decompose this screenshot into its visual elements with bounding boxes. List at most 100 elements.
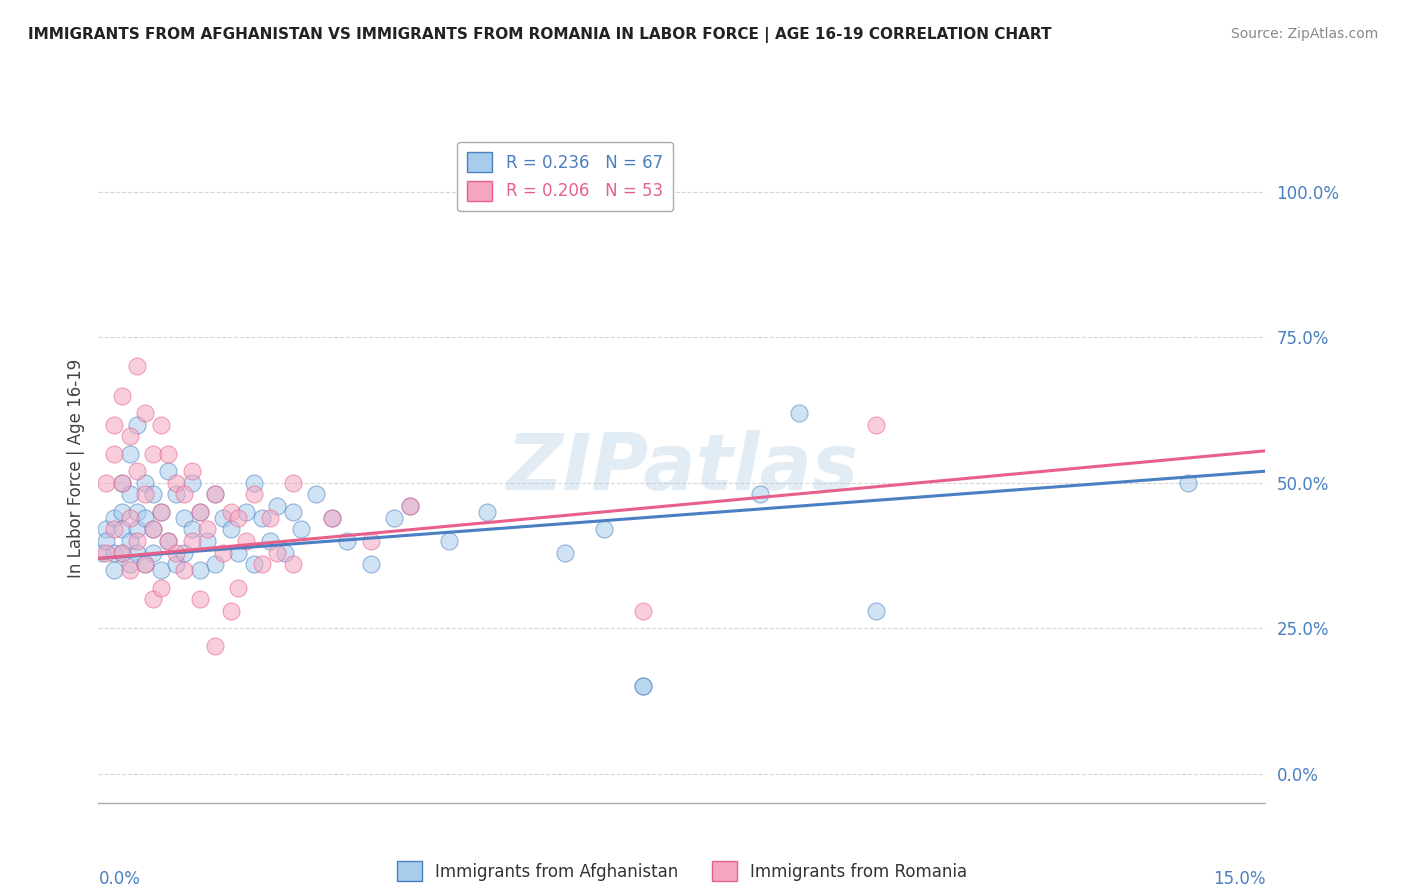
- Point: [398, 499, 420, 513]
- Y-axis label: In Labor Force | Age 16-19: In Labor Force | Age 16-19: [66, 359, 84, 578]
- Point: [134, 406, 156, 420]
- Point: [266, 499, 288, 513]
- Point: [250, 558, 273, 572]
- Point: [180, 475, 202, 490]
- Point: [398, 499, 420, 513]
- Point: [165, 558, 187, 572]
- Point: [321, 510, 343, 524]
- Point: [149, 505, 172, 519]
- Point: [554, 546, 576, 560]
- Point: [127, 522, 149, 536]
- Point: [111, 522, 134, 536]
- Point: [134, 487, 156, 501]
- Point: [165, 546, 187, 560]
- Point: [477, 505, 499, 519]
- Point: [204, 487, 226, 501]
- Point: [631, 680, 654, 694]
- Point: [142, 592, 165, 607]
- Point: [212, 510, 235, 524]
- Point: [103, 417, 125, 432]
- Point: [149, 417, 172, 432]
- Point: [180, 534, 202, 549]
- Point: [243, 558, 266, 572]
- Point: [103, 522, 125, 536]
- Text: IMMIGRANTS FROM AFGHANISTAN VS IMMIGRANTS FROM ROMANIA IN LABOR FORCE | AGE 16-1: IMMIGRANTS FROM AFGHANISTAN VS IMMIGRANT…: [28, 27, 1052, 43]
- Point: [180, 464, 202, 478]
- Point: [127, 546, 149, 560]
- Point: [219, 604, 242, 618]
- Point: [865, 417, 887, 432]
- Point: [748, 487, 770, 501]
- Point: [127, 505, 149, 519]
- Point: [134, 558, 156, 572]
- Point: [127, 417, 149, 432]
- Point: [235, 534, 257, 549]
- Point: [321, 510, 343, 524]
- Point: [149, 505, 172, 519]
- Point: [250, 510, 273, 524]
- Point: [165, 475, 187, 490]
- Point: [360, 558, 382, 572]
- Point: [173, 487, 195, 501]
- Point: [360, 534, 382, 549]
- Point: [188, 505, 211, 519]
- Point: [195, 522, 218, 536]
- Text: Source: ZipAtlas.com: Source: ZipAtlas.com: [1230, 27, 1378, 41]
- Point: [111, 388, 134, 402]
- Point: [631, 680, 654, 694]
- Point: [243, 475, 266, 490]
- Point: [96, 522, 118, 536]
- Point: [281, 558, 304, 572]
- Text: 0.0%: 0.0%: [98, 870, 141, 888]
- Point: [142, 546, 165, 560]
- Point: [787, 406, 810, 420]
- Point: [259, 510, 281, 524]
- Point: [142, 522, 165, 536]
- Point: [188, 505, 211, 519]
- Point: [157, 534, 180, 549]
- Point: [157, 447, 180, 461]
- Point: [118, 563, 141, 577]
- Text: 15.0%: 15.0%: [1213, 870, 1265, 888]
- Point: [96, 534, 118, 549]
- Point: [149, 563, 172, 577]
- Point: [274, 546, 297, 560]
- Point: [157, 464, 180, 478]
- Point: [173, 510, 195, 524]
- Point: [235, 505, 257, 519]
- Point: [219, 505, 242, 519]
- Point: [243, 487, 266, 501]
- Point: [281, 475, 304, 490]
- Point: [127, 359, 149, 374]
- Point: [188, 592, 211, 607]
- Point: [103, 510, 125, 524]
- Point: [134, 475, 156, 490]
- Point: [111, 475, 134, 490]
- Point: [593, 522, 616, 536]
- Point: [111, 505, 134, 519]
- Point: [103, 563, 125, 577]
- Point: [336, 534, 359, 549]
- Text: ZIPatlas: ZIPatlas: [506, 430, 858, 507]
- Point: [228, 581, 250, 595]
- Point: [118, 429, 141, 443]
- Point: [165, 487, 187, 501]
- Point: [305, 487, 328, 501]
- Point: [266, 546, 288, 560]
- Point: [134, 510, 156, 524]
- Point: [290, 522, 312, 536]
- Point: [173, 563, 195, 577]
- Point: [111, 475, 134, 490]
- Point: [118, 447, 141, 461]
- Point: [631, 604, 654, 618]
- Point: [259, 534, 281, 549]
- Point: [96, 546, 118, 560]
- Point: [142, 522, 165, 536]
- Point: [219, 522, 242, 536]
- Point: [204, 639, 226, 653]
- Point: [118, 534, 141, 549]
- Point: [103, 546, 125, 560]
- Point: [228, 546, 250, 560]
- Point: [212, 546, 235, 560]
- Point: [204, 487, 226, 501]
